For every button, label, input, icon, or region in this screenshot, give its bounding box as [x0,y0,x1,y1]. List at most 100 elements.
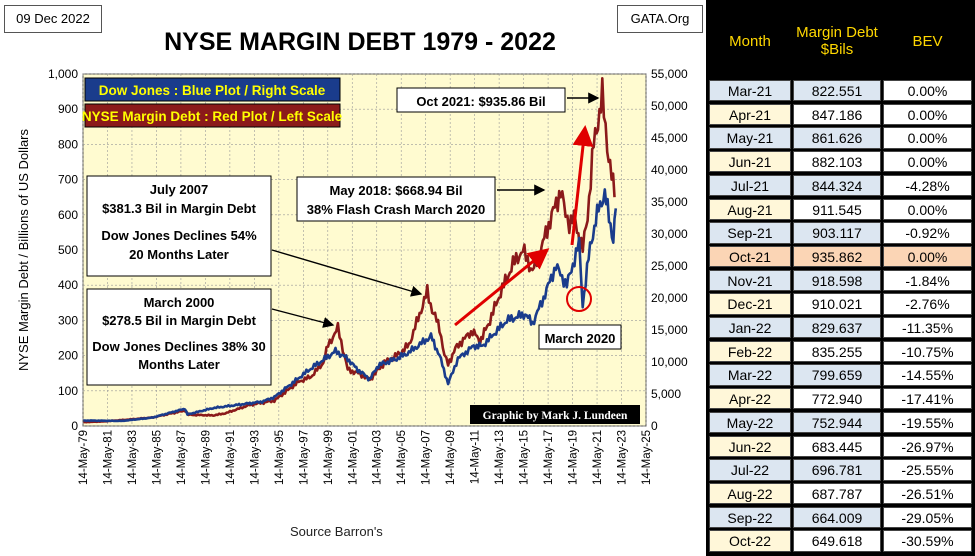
x-tick-label: 14-May-99 [323,430,335,485]
table-cell-debt: 772.940 [793,388,881,410]
y2-tick-label: 0 [651,419,658,433]
table-cell-bev: -1.84% [883,269,972,291]
credit-box [470,405,640,424]
x-tick-label: 14-May-89 [200,430,212,485]
table-cell-bev: 0.00% [883,245,972,268]
y-tick-label: 700 [58,173,78,187]
table-cell-month: Feb-22 [709,340,791,363]
table-cell-bev: 0.00% [883,127,972,149]
march2020-circle [566,286,592,312]
table-row: Jan-22 829.637 -11.35% [709,316,972,339]
table-cell-bev: 0.00% [883,80,972,102]
annotation-july2007-text: July 2007 $381.3 Bil in Margin Debt Dow Jo… [101,182,257,262]
table-row: Mar-21 822.551 0.00% [709,79,972,102]
y-tick-label: 100 [58,384,78,398]
y2-tick-label: 30,000 [651,227,688,241]
table-cell-month: Oct-22 [709,530,791,552]
table-cell-bev: 0.00% [883,103,972,126]
table-row: Apr-21 847.186 0.00% [709,103,972,126]
annotation-march2020-text: March 2020 [545,331,616,346]
table-cell-debt: 844.324 [793,174,881,197]
table-row: Nov-21 918.598 -1.84% [709,269,972,292]
y-axis-label: NYSE Margin Debt / Billions of US Dollar… [16,128,31,371]
table-row: May-21 861.626 0.00% [709,126,972,149]
table-cell-debt: 918.598 [793,269,881,291]
table-header-cell: Month [729,32,771,50]
annotation-may2018-box [296,176,496,222]
y2-tick-label: 40,000 [651,163,688,177]
table-row: Jun-21 882.103 0.00% [709,150,972,173]
x-tick-label: 14-May-19 [568,430,580,485]
table-cell-debt: 664.009 [793,506,881,528]
x-tick-label: 14-May-07 [421,430,433,485]
table-cell-debt: 903.117 [793,222,881,244]
table-cell-bev: -0.92% [883,222,972,244]
annotation-july2007-box [86,175,272,277]
table-row: Oct-21 935.862 0.00% [709,245,972,268]
y-tick-label: 200 [58,349,78,363]
x-tick-label: 14-May-11 [470,430,482,484]
credit-text: Graphic by Mark J. Lundeen [483,410,628,422]
table-cell-month: Aug-21 [709,198,791,220]
table-cell-debt: 649.618 [793,530,881,552]
table-cell-bev: -11.35% [883,317,972,339]
table-cell-bev: -17.41% [883,388,972,410]
legend-dow-label: Dow Jones : Blue Plot / Right Scale [99,83,326,98]
x-tick-label: 14-May-15 [519,430,531,485]
legend-dow-box [84,77,341,102]
table-cell-bev: 0.00% [883,151,972,173]
source-footer: Source Barron's [290,524,383,539]
y-tick-label: 800 [58,137,78,151]
red-trend-arrow [454,248,550,327]
x-tick-label: 14-May-97 [298,430,310,485]
y2-tick-label: 50,000 [651,99,688,113]
table-cell-bev: -19.55% [883,411,972,434]
table-cell-bev: -29.05% [883,506,972,528]
table-cell-month: Apr-21 [709,103,791,126]
annotation-oct2021-text: Oct 2021: $935.86 Bil [416,94,545,109]
table-cell-bev: -26.97% [883,435,972,457]
table-row: Oct-22 649.618 -30.59% [709,529,972,552]
y-tick-label: 0 [71,419,78,433]
table-cell-debt: 882.103 [793,151,881,173]
arrow-march2000 [271,308,335,328]
chart-plot: 14-May-79 14-May-81 14-May-83 14-May-85 14-M… [16,67,688,485]
table-cell-bev: -10.75% [883,340,972,363]
table-cell-month: Jan-22 [709,317,791,339]
table-header-cell: BEV [912,32,943,50]
x-tick-label: 14-May-25 [641,430,653,485]
table-header-cell: Margin Debt $Bils [796,24,878,58]
x-tick-label: 14-May-87 [176,430,188,485]
table-cell-debt: 822.551 [793,80,881,102]
y-tick-label: 1,000 [48,67,78,81]
table-cell-bev: -4.28% [883,174,972,197]
x-tick-label: 14-May-93 [249,430,261,485]
table-row: May-22 752.944 -19.55% [709,411,972,434]
table-cell-month: Apr-22 [709,388,791,410]
table-row: Mar-22 799.659 -14.55% [709,363,972,386]
table-row: Jul-22 696.781 -25.55% [709,458,972,481]
table-cell-debt: 835.255 [793,340,881,363]
table-cell-debt: 683.445 [793,435,881,457]
x-tick-label: 14-May-03 [372,430,384,485]
table-cell-debt: 910.021 [793,293,881,315]
table-header: Month Margin Debt $Bils BEV [709,3,972,79]
table-row: Sep-22 664.009 -29.05% [709,506,972,529]
table-cell-debt: 829.637 [793,317,881,339]
annotation-oct2021-box [396,87,566,113]
y-tick-label: 900 [58,102,78,116]
y2-tick-label: 15,000 [651,323,688,337]
arrow-july2007 [271,249,423,297]
table-cell-month: Jul-22 [709,459,791,481]
table-row: Sep-21 903.117 -0.92% [709,221,972,244]
table-cell-month: Mar-21 [709,80,791,102]
table-cell-bev: -2.76% [883,293,972,315]
x-tick-label: 14-May-81 [102,430,114,485]
table-cell-bev: -30.59% [883,530,972,552]
x-tick-label: 14-May-21 [592,430,604,485]
x-tick-label: 14-May-17 [543,430,555,485]
dow-jones-line [83,188,618,423]
y2-tick-label: 45,000 [651,131,688,145]
table-cell-bev: -25.55% [883,459,972,481]
y2-tick-label: 5,000 [651,387,681,401]
